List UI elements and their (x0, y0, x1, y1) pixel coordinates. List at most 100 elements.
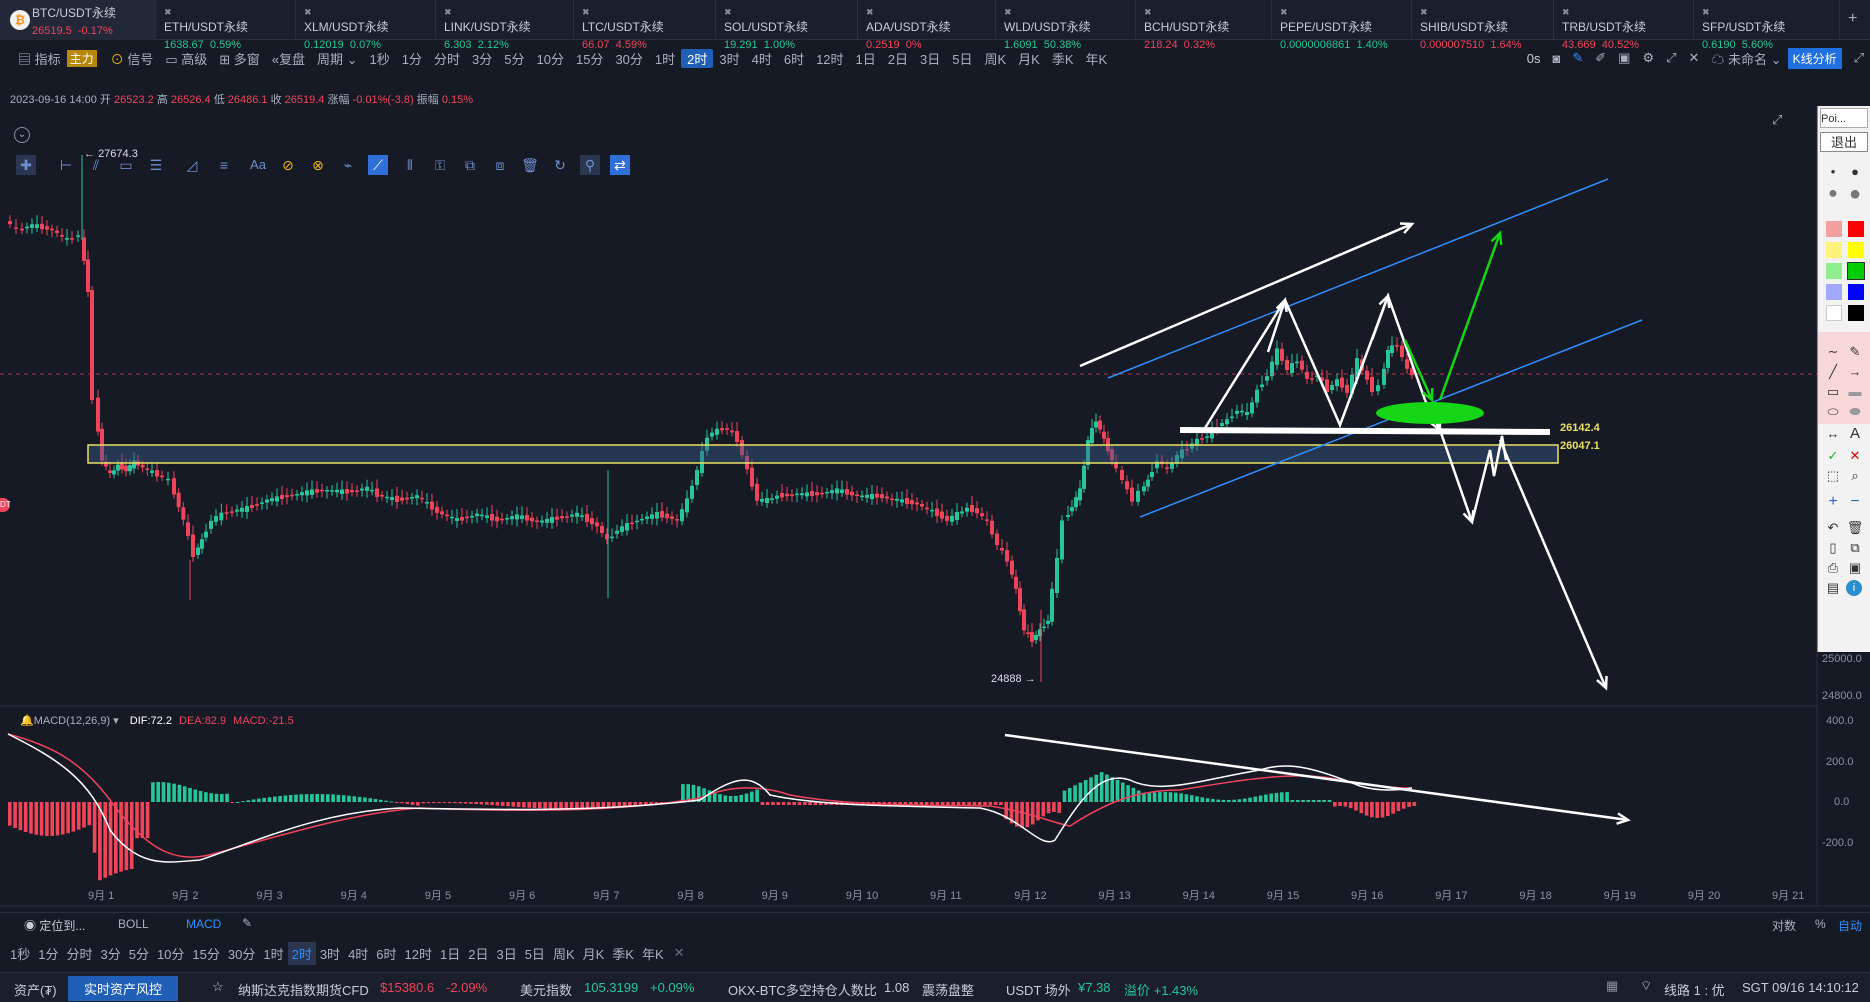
info-icon[interactable]: i (1846, 580, 1862, 596)
bottom-interval-5[interactable]: 10分 (156, 946, 185, 962)
pin-icon[interactable]: ✖ (582, 7, 590, 17)
undo-icon[interactable]: ↻ (554, 157, 566, 173)
bottom-interval-9[interactable]: 2时 (287, 941, 316, 965)
pattern2-icon[interactable]: ⊗ (312, 157, 324, 173)
brush-icon[interactable]: ⟋ (368, 155, 388, 175)
interval-6[interactable]: 15分 (575, 51, 604, 67)
crosshair-icon[interactable]: ✚ (16, 155, 36, 175)
new-doc-icon[interactable]: ▯ (1829, 540, 1837, 555)
ruler-icon[interactable]: ⌁ (343, 157, 353, 173)
interval-21[interactable]: 年K (1085, 51, 1108, 67)
ticker-6[interactable]: ✖ ADA/USDT永续 0.2519 0% (858, 0, 996, 51)
filter-icon[interactable]: ⚲ (580, 155, 600, 175)
interval-2[interactable]: 分时 (434, 51, 461, 67)
color-swatch-yellow[interactable] (1848, 242, 1864, 258)
save-icon[interactable]: ▣ (1848, 560, 1862, 575)
pin-icon[interactable]: ✖ (1004, 7, 1012, 17)
assets-label[interactable]: 资产(₮) (14, 983, 57, 998)
fib-icon[interactable]: ≡ (219, 157, 229, 173)
ellipse-outline-icon[interactable]: ⬭ (1827, 404, 1839, 419)
pin-icon[interactable]: ✖ (866, 7, 874, 17)
interval-8[interactable]: 1时 (654, 51, 676, 67)
replay-button[interactable]: «复盘 (271, 51, 306, 67)
percent-toggle[interactable]: % (1815, 917, 1826, 931)
color-swatch-blue[interactable] (1848, 284, 1864, 300)
rect-outline-icon[interactable]: ▭ (1826, 384, 1840, 399)
text-icon[interactable]: Aa (250, 157, 266, 172)
ticker-4[interactable]: ✖ LTC/USDT永续 66.07 4.59% (574, 0, 716, 51)
pin-icon[interactable]: ✖ (1562, 7, 1570, 17)
interval-7[interactable]: 30分 (615, 51, 643, 67)
magnet-icon[interactable]: ⫴ (407, 157, 413, 173)
kline-analysis-button[interactable]: K线分析 (1787, 47, 1842, 69)
ticker-7[interactable]: ✖ WLD/USDT永续 1.6091 50.38% (996, 0, 1136, 51)
ellipse-filled-icon[interactable]: ⬬ (1849, 404, 1861, 419)
color-swatch-lightyellow[interactable] (1826, 242, 1842, 258)
bottom-interval-20[interactable]: 季K (612, 946, 634, 962)
minus-icon[interactable]: − (1850, 493, 1860, 510)
bottom-interval-10[interactable]: 3时 (319, 946, 341, 962)
calculator-icon[interactable]: ▦ (1606, 978, 1619, 993)
pin-icon[interactable]: ✖ (1420, 7, 1428, 17)
fullscreen-icon[interactable]: ⤢ (1666, 50, 1677, 65)
pattern-icon[interactable]: ⊘ (282, 157, 294, 173)
bottom-interval-8[interactable]: 1时 (263, 946, 284, 962)
rect-filled-icon[interactable]: ▬ (1848, 384, 1862, 399)
settings-icon[interactable]: ⚙ (1642, 50, 1655, 65)
collapse-icon[interactable]: ⌄ (14, 127, 30, 143)
cross-icon[interactable]: ✕ (1849, 448, 1861, 463)
interval-12[interactable]: 6时 (783, 51, 805, 67)
arrow-icon[interactable]: → (1848, 364, 1862, 379)
color-swatch-red[interactable] (1848, 221, 1864, 237)
pin-icon[interactable]: ✖ (304, 7, 312, 17)
dot-large-icon[interactable]: ● (1828, 185, 1838, 202)
ticker-2[interactable]: ✖ XLM/USDT永续 0.12019 0.07% (296, 0, 436, 51)
main-badge[interactable]: 主力 (66, 49, 97, 67)
bottom-interval-18[interactable]: 周K (552, 946, 575, 962)
screen-expand-icon[interactable]: ⤢ (1772, 112, 1783, 127)
bottom-interval-12[interactable]: 6时 (376, 946, 397, 962)
bottom-interval-2[interactable]: 分时 (66, 946, 93, 962)
indicator-button[interactable]: ▤ 指标 (18, 51, 61, 67)
interval-0[interactable]: 1秒 (369, 51, 390, 67)
close-icon[interactable]: ✕ (1688, 50, 1700, 65)
rectangle-icon[interactable]: ▭ (119, 157, 133, 173)
interval-16[interactable]: 3日 (920, 51, 941, 67)
trendline-icon[interactable]: ⫽ (92, 157, 100, 173)
ticker-11[interactable]: ✖ TRB/USDT永续 43.669 40.52% (1554, 0, 1694, 51)
auto-toggle[interactable]: 自动 (1838, 919, 1863, 933)
interval-5[interactable]: 10分 (536, 51, 564, 67)
parallel-icon[interactable]: ☰ (149, 157, 163, 173)
star-icon[interactable]: ☆ (212, 979, 224, 994)
interval-10[interactable]: 3时 (719, 51, 740, 67)
period-dropdown[interactable]: 周期 ⌄ (317, 51, 358, 67)
edit-icon[interactable]: ✐ (1595, 50, 1607, 65)
bottom-interval-21[interactable]: 年K (641, 946, 664, 962)
ticker-0[interactable]: ₿ BTC/USDT永续 26519.5 -0.17% (0, 0, 156, 40)
exit-button[interactable]: 退出 (1820, 132, 1868, 152)
pin-icon[interactable]: ✖ (1144, 7, 1152, 17)
advanced-button[interactable]: ▭ 高级 (165, 51, 208, 67)
curve-icon[interactable]: ∼ (1827, 344, 1839, 359)
boll-tab[interactable]: BOLL (118, 917, 149, 931)
line-status[interactable]: 线路 1 : 优 (1664, 983, 1725, 998)
bottom-interval-6[interactable]: 15分 (192, 946, 220, 962)
interval-4[interactable]: 5分 (504, 51, 525, 67)
delete-palette-icon[interactable]: 🗑 (1846, 520, 1864, 535)
double-arrow-icon[interactable]: ↔ (1826, 426, 1840, 441)
lock-icon[interactable]: ⚿ (434, 157, 446, 173)
pin-icon[interactable]: ✖ (724, 7, 732, 17)
dot-medium-icon[interactable]: ● (1851, 164, 1859, 179)
check-icon[interactable]: ✓ (1827, 448, 1839, 463)
signal-button[interactable]: ⊙ 信号 (110, 51, 154, 67)
trash-icon[interactable]: 🗑 (521, 157, 539, 173)
interval-11[interactable]: 4时 (751, 51, 772, 67)
macd-tab[interactable]: MACD (186, 917, 222, 931)
bottom-interval-3[interactable]: 3分 (100, 946, 121, 962)
bottom-interval-1[interactable]: 1分 (38, 946, 59, 962)
color-swatch-black[interactable] (1848, 305, 1864, 321)
image-icon[interactable]: ▣ (1618, 50, 1631, 65)
dot-small-icon[interactable]: • (1830, 164, 1836, 179)
bottom-interval-11[interactable]: 4时 (348, 946, 369, 962)
